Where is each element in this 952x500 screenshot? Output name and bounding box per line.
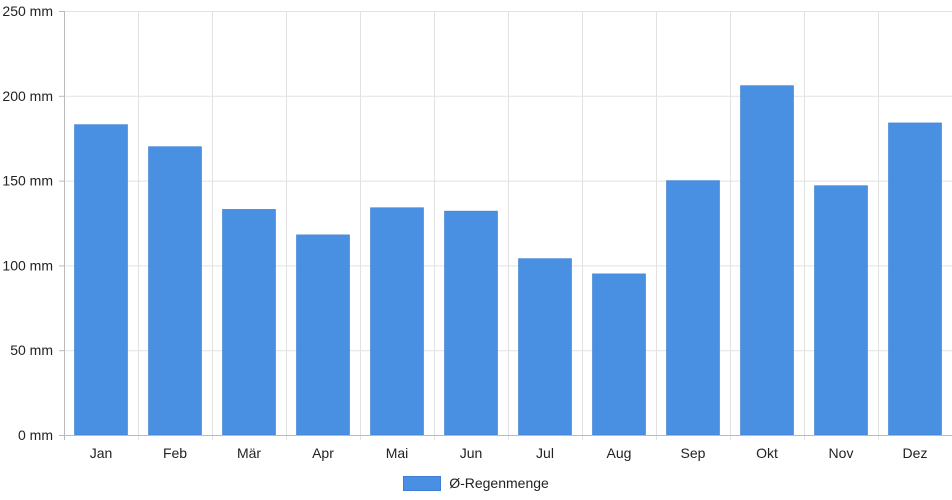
y-tick-label: 200 mm [2,88,53,104]
bar-mär[interactable] [222,209,276,436]
x-tick-label: Okt [756,445,778,461]
rainfall-bar-chart: 0 mm 50 mm 100 mm 150 mm 200 mm 250 mm Jan Feb… [2,3,952,461]
bar-jan[interactable] [74,124,128,436]
bar-aug[interactable] [592,273,646,436]
legend[interactable]: Ø-Regenmenge [0,472,952,494]
x-tick-label: Dez [903,445,928,461]
legend-label: Ø-Regenmenge [449,475,549,491]
y-tick-label: 100 mm [2,257,53,273]
x-tick-label: Nov [829,445,854,461]
x-tick-label: Jul [536,445,554,461]
y-axis-tick-labels: 0 mm 50 mm 100 mm 150 mm 200 mm 250 mm [2,3,53,443]
y-tick-label: 50 mm [10,342,53,358]
bar-mai[interactable] [370,207,424,436]
x-tick-label: Mär [237,445,261,461]
bar-apr[interactable] [296,234,350,436]
bar-sep[interactable] [666,180,720,436]
grid-lines [64,11,952,440]
bar-series [74,85,942,436]
y-tick-label: 0 mm [18,427,53,443]
x-tick-label: Mai [386,445,409,461]
x-tick-label: Jan [90,445,113,461]
bar-nov[interactable] [814,185,868,436]
x-tick-label: Feb [163,445,187,461]
bar-feb[interactable] [148,146,202,436]
bar-jun[interactable] [444,210,498,436]
x-tick-label: Aug [607,445,632,461]
y-tick-label: 150 mm [2,173,53,189]
bar-dez[interactable] [888,122,942,436]
x-tick-label: Apr [312,445,334,461]
x-axis-tick-labels: Jan Feb Mär Apr Mai Jun Jul Aug Sep Okt Nov Dez [90,445,928,461]
y-tick-label: 250 mm [2,3,53,19]
x-tick-label: Jun [460,445,483,461]
bar-jul[interactable] [518,258,572,436]
axes [59,11,952,440]
x-tick-label: Sep [681,445,706,461]
legend-swatch [403,475,442,491]
bar-okt[interactable] [740,85,794,436]
